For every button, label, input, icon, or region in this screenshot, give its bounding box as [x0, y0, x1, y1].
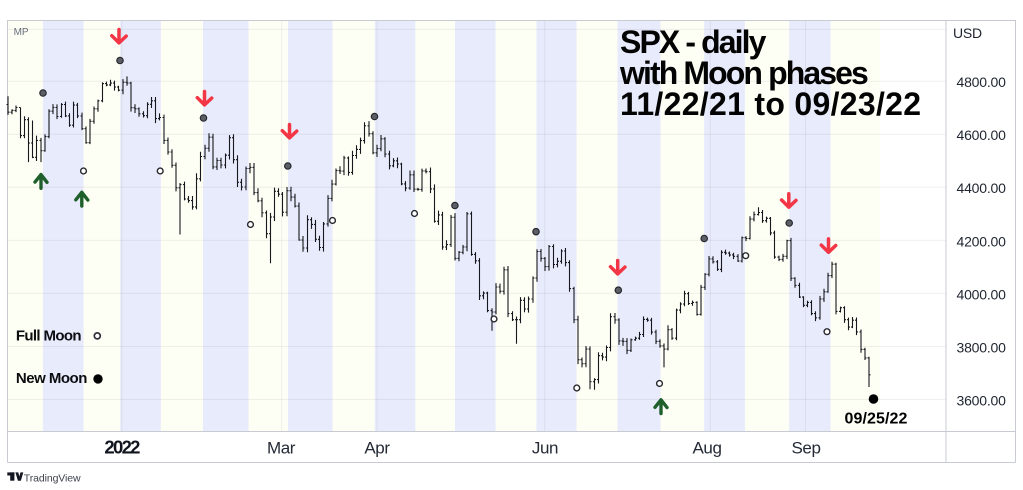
svg-text:Sep: Sep — [791, 438, 820, 457]
svg-text:4800.00: 4800.00 — [957, 74, 1007, 90]
svg-text:New Moon: New Moon — [16, 370, 87, 387]
svg-text:4400.00: 4400.00 — [957, 180, 1007, 196]
svg-text:MP: MP — [14, 27, 29, 38]
svg-text:Mar: Mar — [267, 438, 296, 457]
svg-text:with Moon phases: with Moon phases — [619, 55, 868, 91]
svg-text:TradingView: TradingView — [24, 472, 81, 484]
svg-text:4000.00: 4000.00 — [957, 286, 1007, 302]
svg-text:USD: USD — [953, 25, 982, 41]
svg-text:09/25/22: 09/25/22 — [844, 410, 907, 427]
svg-text:Aug: Aug — [692, 438, 721, 457]
svg-text:3600.00: 3600.00 — [957, 392, 1007, 408]
svg-text:2022: 2022 — [104, 436, 140, 457]
svg-text:4600.00: 4600.00 — [957, 127, 1007, 143]
svg-text:Full Moon: Full Moon — [16, 327, 81, 344]
svg-text:Apr: Apr — [364, 438, 390, 457]
svg-text:Jun: Jun — [532, 438, 558, 457]
svg-text:3800.00: 3800.00 — [957, 339, 1007, 355]
svg-text:SPX - daily: SPX - daily — [620, 24, 767, 60]
svg-text:11/22/21 to 09/23/22: 11/22/21 to 09/23/22 — [620, 86, 921, 122]
svg-text:4200.00: 4200.00 — [957, 233, 1007, 249]
